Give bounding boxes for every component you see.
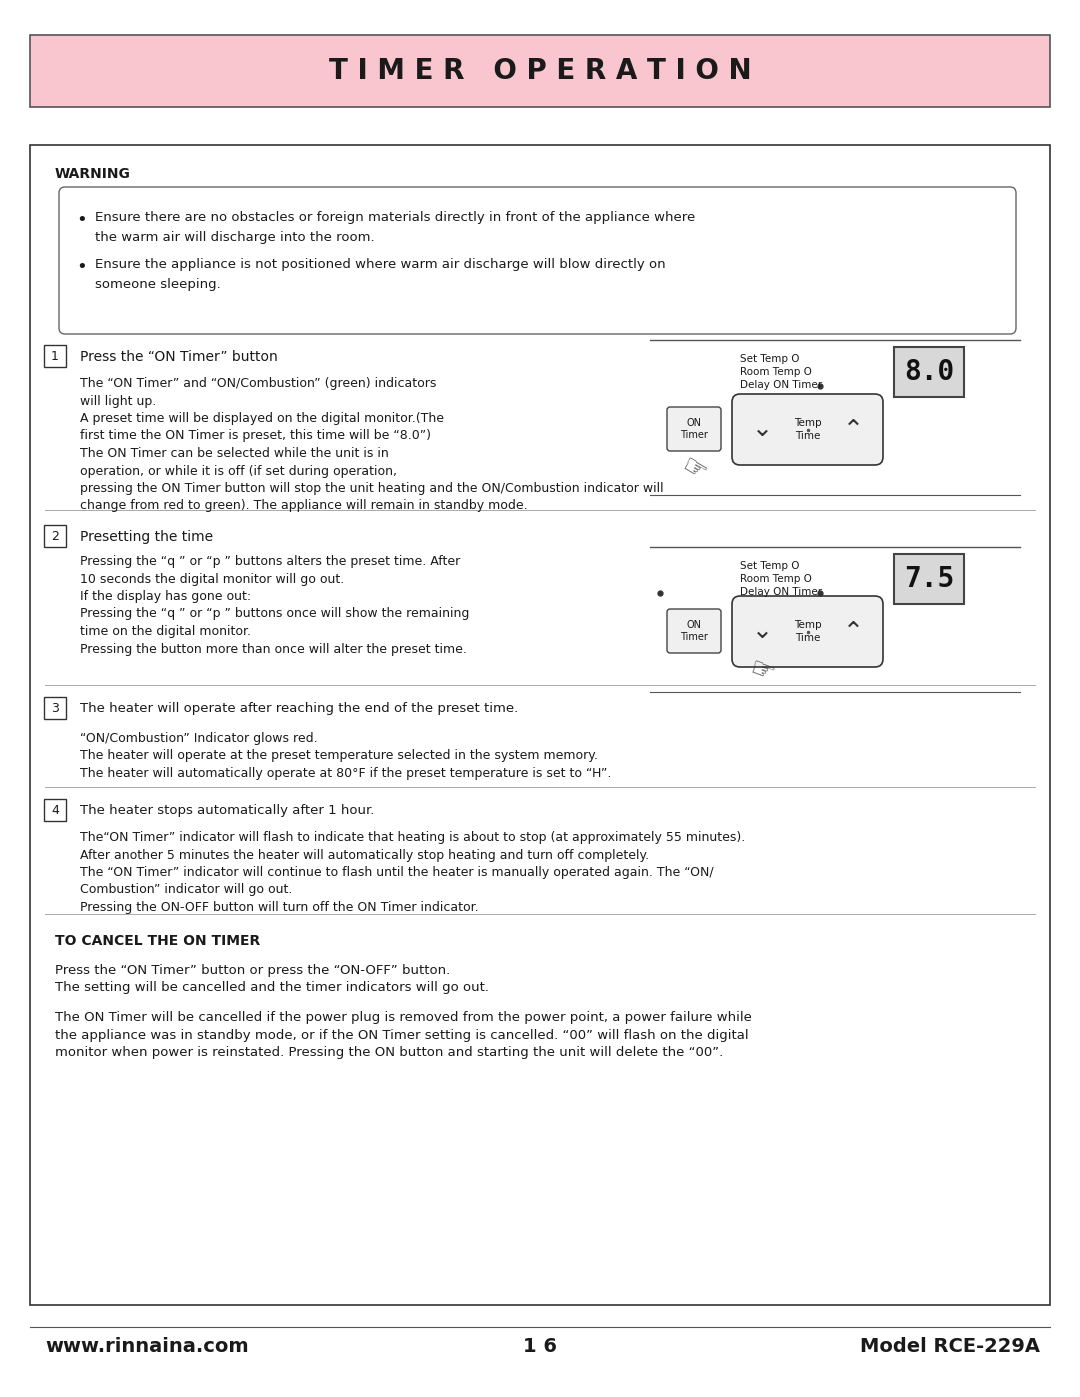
Text: 2: 2 [51, 529, 59, 542]
FancyBboxPatch shape [732, 597, 883, 666]
Text: Set Temp O: Set Temp O [740, 562, 799, 571]
FancyBboxPatch shape [44, 799, 66, 821]
Text: 3: 3 [51, 701, 59, 714]
Text: A preset time will be displayed on the digital monitor.(The: A preset time will be displayed on the d… [80, 412, 444, 425]
Text: ON
Timer: ON Timer [680, 620, 707, 643]
Text: The heater stops automatically after 1 hour.: The heater stops automatically after 1 h… [80, 805, 375, 817]
FancyBboxPatch shape [44, 345, 66, 367]
Text: Combustion” indicator will go out.: Combustion” indicator will go out. [80, 883, 293, 897]
Text: The setting will be cancelled and the timer indicators will go out.: The setting will be cancelled and the ti… [55, 982, 489, 995]
Text: The ON Timer will be cancelled if the power plug is removed from the power point: The ON Timer will be cancelled if the po… [55, 1011, 752, 1024]
Text: After another 5 minutes the heater will automatically stop heating and turn off : After another 5 minutes the heater will … [80, 848, 649, 862]
Text: ON
Timer: ON Timer [680, 418, 707, 440]
Text: monitor when power is reinstated. Pressing the ON button and starting the unit w: monitor when power is reinstated. Pressi… [55, 1046, 724, 1059]
Text: ☞: ☞ [676, 453, 712, 489]
Text: •: • [77, 258, 87, 277]
Text: operation, or while it is off (if set during operation,: operation, or while it is off (if set du… [80, 464, 397, 478]
Text: Ensure there are no obstacles or foreign materials directly in front of the appl: Ensure there are no obstacles or foreign… [95, 211, 696, 244]
Text: Room Temp O: Room Temp O [740, 574, 812, 584]
Text: The heater will operate at the preset temperature selected in the system memory.: The heater will operate at the preset te… [80, 750, 598, 763]
Text: ☞: ☞ [745, 654, 779, 689]
Text: 7.5: 7.5 [904, 564, 954, 592]
Text: pressing the ON Timer button will stop the unit heating and the ON/Combustion in: pressing the ON Timer button will stop t… [80, 482, 663, 495]
Text: 10 seconds the digital monitor will go out.: 10 seconds the digital monitor will go o… [80, 573, 345, 585]
Text: Pressing the ON-OFF button will turn off the ON Timer indicator.: Pressing the ON-OFF button will turn off… [80, 901, 478, 914]
Text: change from red to green). The appliance will remain in standby mode.: change from red to green). The appliance… [80, 500, 528, 513]
FancyBboxPatch shape [667, 609, 721, 652]
Text: ⌃: ⌃ [842, 619, 864, 644]
FancyBboxPatch shape [44, 525, 66, 548]
FancyBboxPatch shape [59, 187, 1016, 334]
Text: The heater will operate after reaching the end of the preset time.: The heater will operate after reaching t… [80, 703, 518, 715]
Text: The“ON Timer” indicator will flash to indicate that heating is about to stop (at: The“ON Timer” indicator will flash to in… [80, 831, 745, 844]
Text: The ON Timer can be selected while the unit is in: The ON Timer can be selected while the u… [80, 447, 389, 460]
Text: Ensure the appliance is not positioned where warm air discharge will blow direct: Ensure the appliance is not positioned w… [95, 258, 665, 291]
Text: 4: 4 [51, 803, 59, 816]
Text: the appliance was in standby mode, or if the ON Timer setting is cancelled. “00”: the appliance was in standby mode, or if… [55, 1028, 748, 1042]
Text: T I M E R   O P E R A T I O N: T I M E R O P E R A T I O N [328, 57, 752, 85]
Text: •: • [77, 211, 87, 229]
FancyBboxPatch shape [894, 346, 964, 397]
FancyBboxPatch shape [732, 394, 883, 465]
Text: If the display has gone out:: If the display has gone out: [80, 590, 252, 604]
Text: “ON/Combustion” Indicator glows red.: “ON/Combustion” Indicator glows red. [80, 732, 318, 745]
Text: will light up.: will light up. [80, 394, 157, 408]
Text: Room Temp O: Room Temp O [740, 367, 812, 377]
Text: Model RCE-229A: Model RCE-229A [860, 1337, 1040, 1356]
Text: Press the “ON Timer” button: Press the “ON Timer” button [80, 351, 278, 365]
Text: 8.0: 8.0 [904, 358, 954, 386]
Text: ⌃: ⌃ [842, 418, 864, 441]
FancyBboxPatch shape [30, 145, 1050, 1305]
FancyBboxPatch shape [894, 555, 964, 604]
Text: 1 6: 1 6 [523, 1337, 557, 1356]
FancyBboxPatch shape [44, 697, 66, 719]
Text: ⌄: ⌄ [752, 619, 772, 644]
Text: time on the digital monitor.: time on the digital monitor. [80, 624, 251, 638]
Text: www.rinnaina.com: www.rinnaina.com [45, 1337, 248, 1356]
Text: Temp
Time: Temp Time [794, 418, 821, 440]
Text: Set Temp O: Set Temp O [740, 353, 799, 365]
Text: Pressing the button more than once will alter the preset time.: Pressing the button more than once will … [80, 643, 467, 655]
Text: Pressing the “q ” or “p ” buttons once will show the remaining: Pressing the “q ” or “p ” buttons once w… [80, 608, 470, 620]
Text: 1: 1 [51, 349, 59, 362]
Text: Temp
Time: Temp Time [794, 620, 821, 643]
Text: Presetting the time: Presetting the time [80, 529, 213, 543]
Text: The “ON Timer” indicator will continue to flash until the heater is manually ope: The “ON Timer” indicator will continue t… [80, 866, 714, 879]
Text: Press the “ON Timer” button or press the “ON-OFF” button.: Press the “ON Timer” button or press the… [55, 964, 450, 977]
Text: first time the ON Timer is preset, this time will be “8.0”): first time the ON Timer is preset, this … [80, 429, 431, 443]
Text: WARNING: WARNING [55, 168, 131, 182]
Text: The heater will automatically operate at 80°F if the preset temperature is set t: The heater will automatically operate at… [80, 767, 611, 780]
Text: Pressing the “q ” or “p ” buttons alters the preset time. After: Pressing the “q ” or “p ” buttons alters… [80, 555, 460, 569]
FancyBboxPatch shape [30, 35, 1050, 108]
Text: ⌄: ⌄ [752, 418, 772, 441]
FancyBboxPatch shape [667, 407, 721, 451]
Text: Delay ON Timer: Delay ON Timer [740, 587, 822, 597]
Text: TO CANCEL THE ON TIMER: TO CANCEL THE ON TIMER [55, 935, 260, 949]
Text: Delay ON Timer: Delay ON Timer [740, 380, 822, 390]
Text: The “ON Timer” and “ON/Combustion” (green) indicators: The “ON Timer” and “ON/Combustion” (gree… [80, 377, 436, 390]
